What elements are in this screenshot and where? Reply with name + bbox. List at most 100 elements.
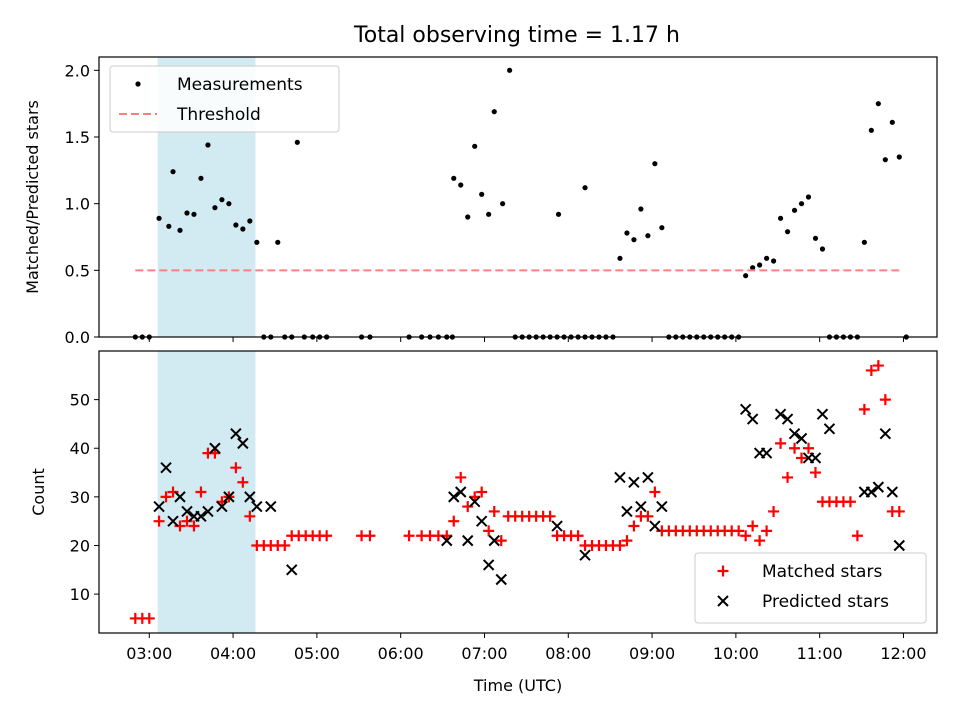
predicted-star-point	[788, 427, 801, 440]
predicted-star-point	[237, 437, 249, 450]
predicted-star-point	[216, 500, 228, 513]
predicted-star-point	[181, 505, 193, 518]
measurement-point	[819, 246, 826, 252]
x-tick-label: 06:00	[378, 644, 424, 663]
measurement-point	[184, 210, 190, 216]
y-axis-label: Count	[29, 468, 48, 516]
measurement-point	[479, 191, 485, 197]
x-tick-label: 12:00	[880, 644, 926, 663]
y-tick-label: 20	[70, 536, 90, 555]
measurement-point	[791, 207, 798, 213]
x-tick-label: 05:00	[294, 644, 340, 663]
measurement-point	[868, 127, 874, 133]
matched-star-point	[782, 471, 794, 483]
matched-star-point	[153, 515, 165, 527]
measurement-point	[798, 201, 805, 207]
matched-star-point	[544, 510, 556, 522]
measurement-point	[770, 258, 777, 264]
measurement-point	[219, 197, 225, 203]
measurement-point	[896, 154, 902, 160]
predicted-star-point	[244, 491, 256, 503]
predicted-star-point	[628, 476, 640, 488]
predicted-star-point	[893, 539, 905, 552]
matched-star-point	[237, 476, 249, 488]
predicted-star-point	[230, 427, 242, 440]
predicted-star-point	[482, 559, 495, 571]
y-tick-label: 1.5	[65, 128, 90, 147]
legend-label: Predicted stars	[762, 592, 889, 612]
predicted-star-point	[441, 534, 453, 547]
count-panel: 10 20 30 40 50 03:00 04:00 05:00 06:00 07:00 08:00…	[29, 350, 938, 695]
predicted-star-point	[621, 505, 633, 518]
measurement-point	[170, 169, 176, 175]
matched-star-point	[143, 612, 155, 624]
measurement-point	[784, 229, 791, 235]
measurement-point	[156, 215, 162, 221]
matched-star-point	[621, 535, 633, 547]
y-tick-label: 30	[70, 488, 90, 507]
matched-star-point	[614, 539, 626, 551]
matched-star-point	[649, 486, 661, 498]
chart-title: Total observing time = 1.17 h	[353, 23, 680, 48]
predicted-star-point	[462, 534, 474, 547]
measurement-point	[777, 215, 784, 221]
measurement-point	[191, 211, 197, 217]
measurement-point	[631, 237, 637, 243]
plot-frame	[98, 56, 938, 338]
matched-star-point	[879, 394, 891, 406]
matched-star-point	[733, 525, 745, 537]
matched-star-point	[865, 364, 877, 376]
predicted-star-point	[872, 481, 885, 493]
predicted-star-point	[579, 549, 591, 561]
x-tick-label: 03:00	[126, 644, 172, 663]
matched-star-point	[167, 486, 179, 498]
matched-star-point	[775, 437, 787, 449]
matched-star-point	[195, 486, 207, 498]
y-tick-label: 40	[70, 439, 90, 458]
measurement-point	[275, 239, 281, 245]
legend-label: Measurements	[177, 75, 303, 95]
predicted-star-point	[795, 432, 808, 445]
measurement-point	[465, 214, 471, 220]
measurement-point	[743, 273, 749, 279]
legend-dot-icon	[135, 81, 141, 87]
matched-star-point	[279, 539, 291, 551]
measurement-point	[507, 67, 513, 73]
matched-star-point	[893, 505, 905, 517]
measurement-point	[875, 101, 881, 107]
measurement-point	[805, 194, 812, 200]
matched-star-point	[628, 520, 640, 532]
measurement-point	[294, 139, 300, 145]
measurement-point	[472, 143, 478, 149]
predicted-star-point	[774, 408, 787, 420]
predicted-star-point	[649, 520, 661, 532]
legend-label: Threshold	[176, 105, 261, 125]
measurement-point	[486, 211, 492, 217]
legend-label: Matched stars	[762, 562, 882, 582]
matched-star-point	[188, 520, 200, 532]
measurement-point	[254, 239, 260, 245]
matched-star-point	[754, 535, 766, 547]
measurement-point	[247, 218, 253, 224]
y-axis-label: Matched/Predicted stars	[23, 100, 42, 294]
predicted-star-point	[195, 510, 207, 523]
data-layer	[129, 360, 905, 624]
matched-star-point	[809, 467, 821, 479]
legend: Matched stars Predicted stars	[694, 552, 927, 624]
matched-star-point	[642, 510, 654, 522]
measurement-point	[882, 157, 888, 163]
matched-star-point	[403, 530, 415, 542]
predicted-star-point	[739, 403, 752, 416]
y-tick-label: 10	[70, 585, 90, 604]
measurement-point	[205, 142, 211, 148]
matched-star-point	[747, 520, 759, 532]
measurement-point	[177, 227, 183, 233]
matched-star-point	[495, 535, 507, 547]
matched-star-point	[844, 496, 856, 508]
measurement-point	[750, 265, 756, 271]
predicted-star-point	[656, 500, 668, 513]
x-tick-label: 11:00	[797, 644, 843, 663]
measurement-point	[166, 223, 172, 229]
matched-star-point	[740, 530, 752, 542]
measurement-point	[500, 201, 506, 207]
